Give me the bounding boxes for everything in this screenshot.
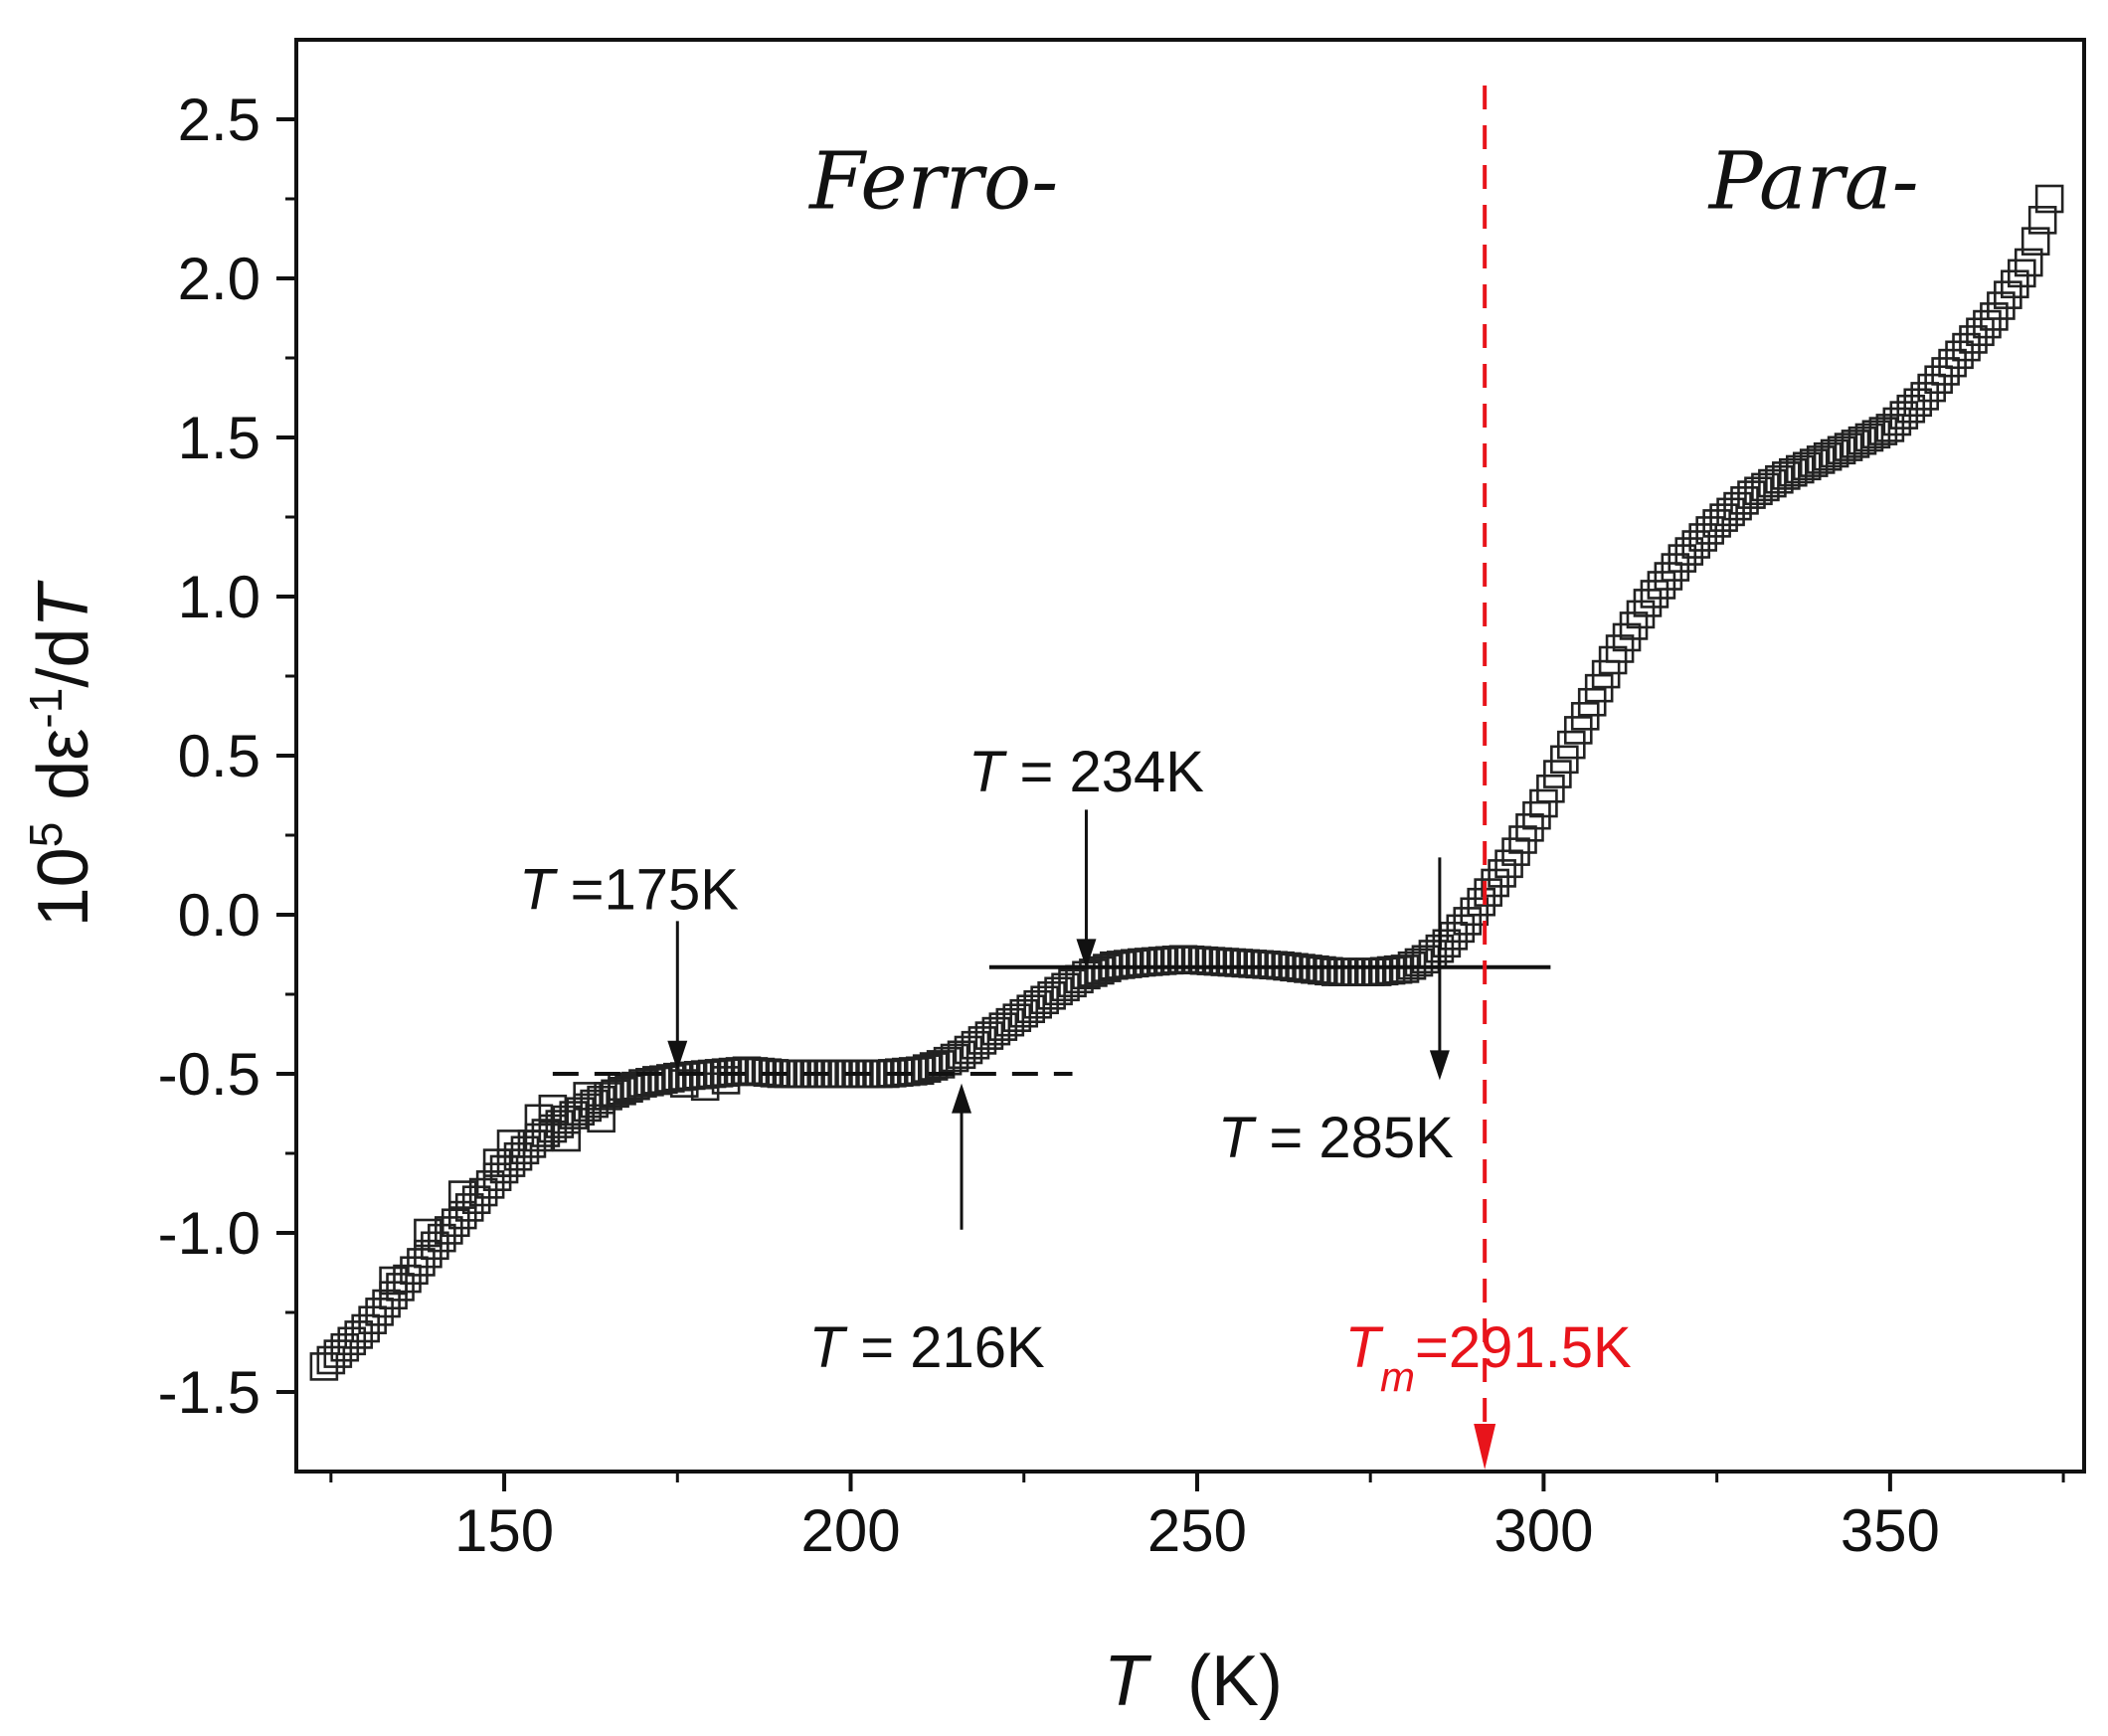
arrow-285k-head [1429, 1050, 1450, 1081]
y-tick-label: 0.0 [178, 882, 261, 949]
annotation-285k-value: = 285K [1253, 1106, 1454, 1170]
y-axis-suffix: /d [24, 628, 103, 688]
region-label-para: Para- [1707, 135, 1919, 228]
annotation-175k-value: =175K [555, 857, 740, 922]
annotation-216k-symbol: T [809, 1315, 848, 1380]
data-point [447, 1180, 477, 1209]
data-point [608, 1072, 636, 1102]
y-tick-label: -1.0 [158, 1200, 261, 1267]
x-tick-label: 250 [1147, 1497, 1247, 1564]
annotation-216k: T = 216K [809, 1315, 1045, 1380]
x-tick-label: 200 [800, 1497, 900, 1564]
y-tick-label: 2.5 [178, 87, 261, 153]
data-point [2020, 227, 2050, 256]
tm-symbol: T [1345, 1315, 1384, 1380]
y-axis-symbol: T [24, 580, 103, 628]
y-axis-prefix: 10 [24, 847, 103, 927]
data-point [1556, 730, 1586, 760]
y-tick-label: 1.5 [178, 405, 261, 471]
x-axis-symbol: T [1104, 1642, 1152, 1721]
data-point [538, 1094, 568, 1124]
annotation-234k: T = 234K [968, 740, 1204, 804]
data-point [2027, 206, 2057, 235]
annotation-175k-symbol: T [519, 857, 558, 922]
arrow-216k-head [952, 1083, 972, 1114]
annotation-234k-symbol: T [968, 740, 1007, 804]
data-point [379, 1266, 408, 1296]
y-tick-label: -0.5 [158, 1041, 261, 1108]
y-axis-exponent2: -1 [20, 688, 72, 729]
x-axis-unit: (K) [1187, 1642, 1283, 1721]
region-label-ferro: Ferro- [807, 135, 1058, 228]
y-tick-label: 2.0 [178, 246, 261, 312]
tm-arrow-head [1474, 1424, 1496, 1470]
data-point [552, 1123, 582, 1152]
plot-layer [309, 86, 2064, 1470]
annotation-234k-value: = 234K [1003, 740, 1204, 804]
data-point [1543, 760, 1572, 788]
arrow-175k-head [667, 1040, 688, 1071]
scatter-series [309, 184, 2064, 1381]
tm-annotation: Tm=291.5K [1345, 1315, 1632, 1400]
data-point [1536, 774, 1565, 803]
y-tick-label: 0.5 [178, 723, 261, 789]
annotation-175k: T =175K [519, 857, 739, 922]
arrow-234k-head [1076, 939, 1097, 969]
y-axis-exponent: 5 [20, 822, 72, 848]
data-point [414, 1218, 442, 1248]
y-axis-title: 105 dε-1/dT [20, 580, 103, 928]
data-point [2014, 248, 2043, 277]
data-point [2007, 259, 2036, 288]
data-point [1550, 745, 1579, 775]
data-point [690, 1072, 720, 1102]
annotation-216k-value: = 216K [844, 1315, 1045, 1380]
axes-layer: 150 200 250 300 350 -1.5 -1.0 -0.5 0.0 0.5 1.0 1.5 2… [158, 87, 2065, 1564]
x-tick-label: 300 [1493, 1497, 1593, 1564]
x-tick-label: 150 [454, 1497, 554, 1564]
x-tick-label: 350 [1841, 1497, 1940, 1564]
y-tick-label: -1.5 [158, 1359, 261, 1426]
data-point [669, 1069, 699, 1098]
y-tick-label: 1.0 [178, 564, 261, 630]
data-point [642, 1066, 671, 1095]
data-point [496, 1129, 526, 1158]
data-point [587, 1104, 615, 1133]
y-axis-text: dε [24, 729, 103, 800]
tm-subscript: m [1380, 1353, 1415, 1400]
annotation-285k-symbol: T [1218, 1106, 1257, 1170]
x-axis-title: T (K) [1104, 1642, 1283, 1721]
data-point [1529, 788, 1558, 818]
annotation-285k: T = 285K [1218, 1106, 1454, 1170]
tm-value: =291.5K [1415, 1315, 1632, 1380]
data-point [711, 1066, 741, 1095]
data-point [2034, 184, 2064, 214]
